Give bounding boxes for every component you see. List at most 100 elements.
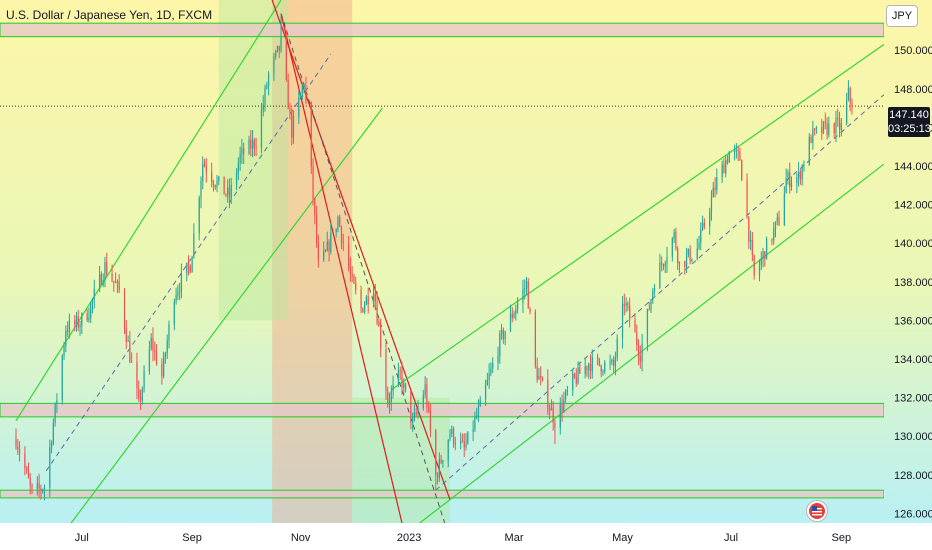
candle-body: [652, 291, 654, 300]
candle-body: [474, 417, 476, 430]
candle-body: [801, 165, 803, 180]
candle-body: [397, 370, 400, 385]
candle-body: [641, 343, 643, 362]
candle-body: [266, 85, 268, 88]
candle-body: [678, 261, 681, 264]
candle-body: [798, 171, 800, 178]
x-tick-label: Jul: [75, 532, 89, 544]
candle-body: [177, 291, 179, 296]
candle-body: [733, 150, 736, 152]
flag-logo-icon[interactable]: [806, 500, 828, 522]
channel-lower-line: [70, 107, 383, 523]
candle-body: [202, 163, 204, 182]
candle-body: [673, 231, 675, 239]
candle-body: [267, 73, 270, 86]
candle-body: [773, 228, 775, 241]
candle-body: [609, 362, 611, 364]
candle-body: [163, 356, 165, 377]
candle-body: [305, 85, 307, 102]
candle-body: [175, 295, 177, 302]
candle-body: [179, 291, 181, 293]
y-tick-label: 132.000: [894, 393, 932, 405]
candle-body: [280, 37, 282, 51]
candle-body: [840, 123, 842, 130]
candle-body: [17, 446, 19, 450]
price-axis-background[interactable]: [884, 0, 932, 523]
candle-body: [662, 264, 665, 266]
candle-body: [700, 229, 702, 243]
candle-body: [251, 140, 254, 149]
candle-body: [90, 303, 92, 319]
candle-body: [691, 258, 693, 261]
candle-body: [442, 460, 444, 463]
candle-body: [776, 217, 778, 222]
candle-body: [564, 390, 567, 400]
candle-body: [566, 390, 569, 392]
plot-background: [0, 0, 884, 523]
candle-body: [753, 255, 755, 276]
candle-body: [577, 367, 579, 384]
candle-body: [721, 164, 723, 178]
candle-body: [447, 439, 449, 461]
candle-body: [846, 99, 848, 124]
candle-body: [139, 397, 142, 401]
currency-button[interactable]: JPY: [886, 5, 918, 27]
candle-body: [43, 487, 46, 491]
candle-body: [314, 198, 316, 215]
candle-body: [438, 459, 440, 478]
candle-body: [166, 340, 168, 354]
candle-body: [534, 311, 537, 366]
candle-body: [675, 231, 677, 249]
candle-body: [851, 102, 853, 106]
candle-body: [106, 262, 108, 275]
candle-body: [88, 318, 90, 321]
candle-body: [513, 313, 515, 318]
candle-body: [52, 422, 54, 444]
candle-body: [235, 172, 238, 185]
candle-body: [516, 302, 519, 310]
candle-body: [650, 299, 652, 310]
candle-body: [81, 313, 83, 326]
candle-body: [212, 181, 215, 186]
candle-body: [390, 390, 392, 402]
candle-body: [303, 85, 305, 87]
y-tick-label: 150.000: [894, 45, 932, 57]
candle-body: [709, 212, 711, 227]
candle-body: [847, 87, 850, 100]
candle-body: [380, 326, 382, 350]
candle-body: [465, 443, 467, 448]
candle-body: [452, 428, 455, 444]
candle-body: [216, 180, 218, 188]
candle-body: [74, 320, 76, 325]
candle-body: [150, 337, 152, 349]
candle-body: [627, 303, 629, 306]
candle-body: [349, 267, 352, 274]
candle-body: [125, 328, 127, 342]
candle-body: [572, 373, 574, 391]
x-tick-label: Mar: [505, 532, 524, 544]
candle-body: [436, 475, 439, 478]
candle-body: [68, 320, 70, 332]
candle-body: [161, 364, 163, 377]
sr-zone: [0, 22, 884, 38]
candle-body: [243, 147, 245, 154]
y-tick-label: 134.000: [894, 354, 932, 366]
candle-body: [328, 241, 330, 252]
candle-body: [490, 368, 492, 374]
candle-body: [435, 430, 437, 476]
candle-body: [262, 104, 264, 111]
candle-body: [748, 216, 750, 242]
candle-body: [689, 249, 691, 261]
bar-countdown: 03:25:13: [888, 123, 931, 135]
candle-body: [50, 443, 53, 448]
y-tick-label: 136.000: [894, 315, 932, 327]
candle-body: [365, 296, 368, 305]
candle-body: [54, 403, 56, 423]
candle-body: [49, 447, 51, 488]
candle-body: [223, 176, 225, 195]
candle-body: [214, 185, 216, 188]
channel-lower-line: [280, 13, 403, 523]
time-axis-background[interactable]: [0, 523, 932, 550]
candle-body: [353, 275, 355, 284]
